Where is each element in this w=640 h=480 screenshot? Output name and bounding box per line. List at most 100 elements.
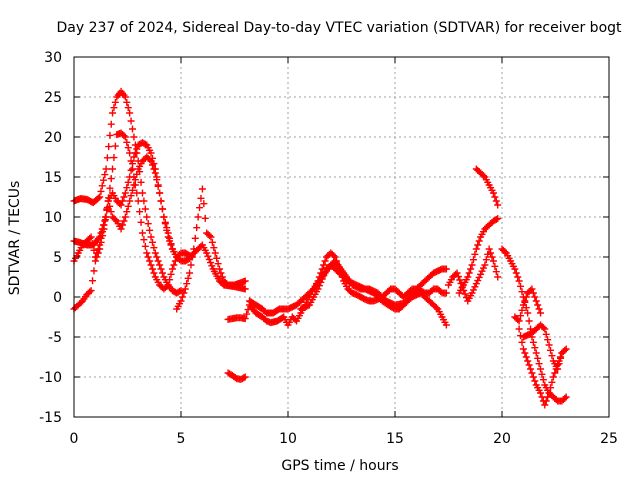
data-point bbox=[153, 176, 161, 184]
y-tick-label: 30 bbox=[44, 50, 62, 66]
data-point bbox=[137, 178, 145, 186]
data-point bbox=[479, 264, 487, 272]
data-point bbox=[111, 216, 119, 224]
data-point bbox=[537, 309, 545, 317]
data-point bbox=[193, 224, 201, 232]
x-tick-label: 0 bbox=[70, 431, 79, 447]
data-point bbox=[558, 349, 566, 357]
data-point bbox=[124, 178, 132, 186]
data-point bbox=[539, 324, 547, 332]
data-point bbox=[518, 288, 526, 296]
data-point bbox=[127, 192, 135, 200]
data-point bbox=[541, 401, 549, 409]
data-point bbox=[205, 255, 213, 263]
data-point bbox=[160, 213, 168, 221]
data-point bbox=[241, 315, 249, 323]
data-point bbox=[86, 234, 94, 242]
data-point bbox=[518, 338, 526, 346]
data-point bbox=[110, 104, 118, 112]
data-point bbox=[218, 273, 226, 281]
data-point bbox=[94, 194, 102, 202]
data-point bbox=[147, 233, 155, 241]
data-point bbox=[170, 261, 178, 269]
data-point bbox=[121, 213, 129, 221]
data-point bbox=[147, 261, 155, 269]
data-points bbox=[70, 87, 570, 409]
data-point bbox=[481, 261, 489, 269]
data-point bbox=[521, 297, 529, 305]
data-point bbox=[158, 205, 166, 213]
data-point bbox=[519, 301, 527, 309]
data-point bbox=[201, 214, 209, 222]
data-point bbox=[178, 293, 186, 301]
data-point bbox=[176, 287, 184, 295]
data-point bbox=[111, 98, 119, 106]
data-point bbox=[216, 265, 224, 273]
series-trace-a bbox=[70, 87, 185, 297]
data-point bbox=[148, 265, 156, 273]
series-trace-p bbox=[519, 321, 566, 373]
data-point bbox=[207, 259, 215, 267]
data-point bbox=[545, 341, 553, 349]
data-point bbox=[489, 189, 497, 197]
data-point bbox=[86, 288, 94, 296]
data-point bbox=[107, 208, 115, 216]
series-trace-i bbox=[297, 257, 450, 329]
data-point bbox=[547, 384, 555, 392]
data-point bbox=[121, 133, 129, 141]
data-point bbox=[186, 269, 194, 277]
data-point bbox=[472, 245, 480, 253]
data-point bbox=[482, 256, 490, 264]
data-point bbox=[515, 277, 523, 285]
data-point bbox=[475, 237, 483, 245]
y-tick-label: -10 bbox=[39, 370, 62, 386]
data-point bbox=[522, 353, 530, 361]
data-point bbox=[100, 221, 108, 229]
data-point bbox=[542, 397, 550, 405]
data-point bbox=[123, 98, 131, 106]
data-point bbox=[180, 289, 188, 297]
y-tick-label: 5 bbox=[53, 250, 62, 266]
data-point bbox=[456, 276, 464, 284]
data-point bbox=[144, 253, 152, 261]
data-point bbox=[146, 257, 154, 265]
data-point bbox=[517, 282, 525, 290]
data-point bbox=[133, 170, 141, 178]
data-point bbox=[562, 393, 570, 401]
data-point bbox=[524, 357, 532, 365]
data-point bbox=[144, 220, 152, 228]
data-point bbox=[97, 234, 105, 242]
data-point bbox=[468, 261, 476, 269]
data-point bbox=[464, 273, 472, 281]
data-point bbox=[181, 285, 189, 293]
data-point bbox=[477, 270, 485, 278]
data-point bbox=[163, 282, 171, 290]
data-point bbox=[204, 252, 212, 260]
data-point bbox=[432, 304, 440, 312]
data-point bbox=[120, 217, 128, 225]
data-point bbox=[123, 208, 131, 216]
data-point bbox=[485, 245, 493, 253]
data-point bbox=[121, 189, 129, 197]
data-point bbox=[191, 234, 199, 242]
data-point bbox=[90, 267, 98, 275]
data-point bbox=[211, 249, 219, 257]
data-point bbox=[474, 277, 482, 285]
data-point bbox=[102, 165, 110, 173]
data-point bbox=[534, 354, 542, 362]
y-tick-label: 10 bbox=[44, 210, 62, 226]
data-point bbox=[147, 149, 155, 157]
data-point bbox=[146, 226, 154, 234]
data-point bbox=[457, 280, 465, 287]
data-point bbox=[531, 377, 539, 385]
data-point bbox=[133, 145, 141, 153]
data-point bbox=[494, 201, 502, 209]
data-point bbox=[104, 197, 112, 205]
data-point bbox=[556, 354, 564, 362]
data-point bbox=[151, 249, 159, 257]
data-point bbox=[528, 285, 536, 293]
y-tick-label: 0 bbox=[53, 290, 62, 306]
data-point bbox=[120, 132, 128, 140]
data-point bbox=[489, 257, 497, 265]
data-point bbox=[110, 154, 118, 162]
